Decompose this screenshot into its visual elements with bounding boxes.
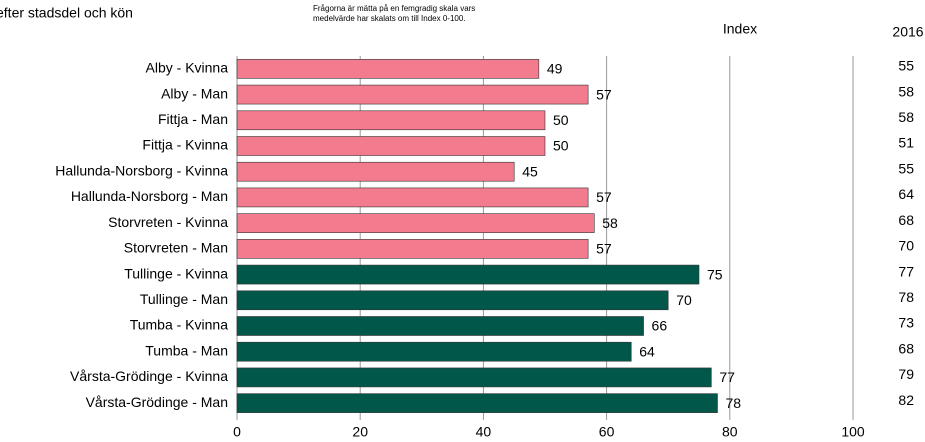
x-tick-label: 20	[352, 424, 368, 440]
data-label: 57	[596, 189, 612, 205]
series-header: Index	[723, 21, 757, 37]
comparison-value: 82	[898, 392, 914, 408]
bar	[236, 393, 718, 413]
bar	[236, 316, 644, 336]
data-label: 57	[596, 86, 612, 102]
y-tick-label: Tullinge - Man	[140, 291, 228, 307]
bar	[236, 187, 589, 208]
bar	[236, 161, 515, 182]
y-tick-label: Fittja - Man	[158, 111, 228, 127]
comparison-value: 55	[898, 160, 914, 176]
data-label: 58	[602, 215, 618, 231]
comparison-value: 77	[898, 263, 914, 279]
data-label: 75	[707, 266, 723, 282]
x-tick-label: 0	[233, 424, 241, 440]
y-tick-label: Alby - Man	[161, 85, 228, 101]
comparison-value: 73	[898, 315, 914, 331]
bar	[236, 84, 589, 105]
data-label: 50	[553, 138, 569, 154]
y-tick-label: Fittja - Kvinna	[142, 137, 228, 153]
y-tick-label: Vårsta-Grödinge - Man	[86, 394, 228, 410]
comparison-value: 78	[898, 289, 914, 305]
x-tick-label: 80	[722, 424, 738, 440]
y-tick-label: Tumba - Kvinna	[130, 317, 229, 333]
data-label: 77	[719, 369, 735, 385]
data-label: 45	[522, 163, 538, 179]
data-label: 66	[652, 318, 668, 334]
data-label: 49	[547, 61, 563, 77]
bar	[236, 341, 632, 362]
y-tick-label: Hallunda-Norsborg - Kvinna	[55, 162, 228, 178]
y-tick-label: Hallunda-Norsborg - Man	[71, 188, 228, 204]
data-label: 57	[596, 241, 612, 257]
bar	[236, 290, 669, 311]
data-label: 64	[639, 343, 655, 359]
y-tick-label: Storvreten - Kvinna	[108, 214, 228, 230]
comparison-value: 64	[898, 186, 914, 202]
y-tick-label: Vårsta-Grödinge - Kvinna	[70, 368, 228, 384]
bar	[236, 264, 700, 285]
bar	[236, 367, 712, 388]
y-tick-label: Tumba - Man	[145, 342, 228, 358]
y-tick-label: Tullinge - Kvinna	[124, 265, 228, 281]
comparison-value: 68	[898, 212, 914, 228]
y-tick-label: Storvreten - Man	[124, 240, 228, 256]
bar	[236, 59, 540, 79]
comparison-value: 51	[898, 135, 914, 151]
bar	[236, 136, 546, 156]
comparison-value: 79	[898, 366, 914, 382]
data-label: 50	[553, 112, 569, 128]
bar	[236, 110, 546, 131]
comparison-value: 68	[898, 340, 914, 356]
comparison-value: 70	[898, 238, 914, 254]
annotation: Frågorna är mätta på en femgradig skala …	[313, 4, 475, 13]
comparison-value: 58	[898, 109, 914, 125]
x-tick-label: 100	[841, 424, 865, 440]
column-header: 2016	[892, 24, 923, 40]
bar	[236, 213, 595, 233]
data-label: 78	[725, 395, 741, 411]
bar	[236, 239, 589, 259]
comparison-value: 58	[898, 83, 914, 99]
annotation: medelvärde har skalats om till Index 0-1…	[313, 14, 466, 23]
y-tick-label: Alby - Kvinna	[146, 60, 229, 76]
x-tick-label: 60	[599, 424, 615, 440]
chart-title: efter stadsdel och kön	[0, 5, 133, 21]
comparison-value: 55	[898, 58, 914, 74]
x-tick-label: 40	[476, 424, 492, 440]
data-label: 70	[676, 292, 692, 308]
